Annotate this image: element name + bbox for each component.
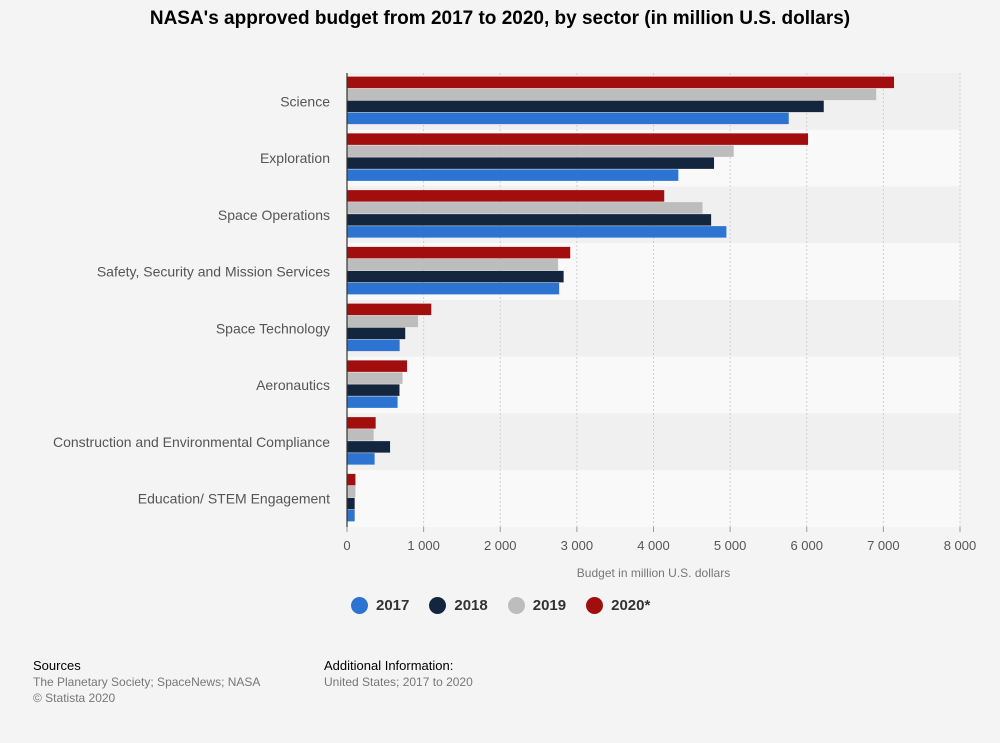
x-tick-label: 8 000 xyxy=(944,538,977,553)
bar-2019 xyxy=(347,315,419,328)
legend-swatch xyxy=(351,596,368,614)
x-axis-title: Budget in million U.S. dollars xyxy=(577,566,730,580)
bar-2018 xyxy=(347,497,355,510)
bar-2020 xyxy=(347,246,571,259)
legend-label: 2019 xyxy=(532,596,567,614)
bar-2020 xyxy=(347,303,432,316)
category-label: Science xyxy=(280,93,330,109)
category-label: Construction and Environmental Complianc… xyxy=(53,434,330,450)
bar-2019 xyxy=(347,485,356,498)
bar-2018 xyxy=(347,441,391,453)
legend-label: 2018 xyxy=(454,596,488,614)
category-label: Space Technology xyxy=(216,320,330,336)
bar-2018 xyxy=(347,157,715,169)
bar-2018 xyxy=(347,327,406,340)
bar-2018 xyxy=(347,384,400,396)
legend-item-2020[interactable]: 2020* xyxy=(586,596,651,614)
x-tick-label: 7 000 xyxy=(867,538,900,553)
bar-2017 xyxy=(347,169,679,181)
category-label: Aeronautics xyxy=(256,377,330,393)
category-band xyxy=(347,300,960,357)
bar-2018 xyxy=(347,270,564,283)
sources-block: Sources The Planetary Society; SpaceNews… xyxy=(33,658,260,706)
bar-2020 xyxy=(347,76,895,89)
sources-heading: Sources xyxy=(33,658,81,673)
bar-2017 xyxy=(347,112,789,125)
additional-info-text: United States; 2017 to 2020 xyxy=(324,675,473,689)
bar-2019 xyxy=(347,372,403,384)
bar-2020 xyxy=(347,190,665,202)
bar-2019 xyxy=(347,145,734,157)
chart-title: NASA's approved budget from 2017 to 2020… xyxy=(149,8,851,29)
bar-2019 xyxy=(347,258,559,271)
sources-text[interactable]: The Planetary Society; SpaceNews; NASA xyxy=(33,675,261,689)
bar-2019 xyxy=(347,88,877,101)
bar-2020 xyxy=(347,473,356,486)
bar-2019 xyxy=(347,429,374,441)
x-tick-label: 2 000 xyxy=(484,538,517,553)
bar-2017 xyxy=(347,282,560,295)
x-tick-label: 6 000 xyxy=(790,538,823,553)
legend-item-2018[interactable]: 2018 xyxy=(429,596,488,614)
bar-2019 xyxy=(347,202,703,214)
legend-swatch xyxy=(507,596,525,614)
bar-2018 xyxy=(347,100,824,113)
x-tick-label: 0 xyxy=(343,538,350,553)
x-tick-label: 5 000 xyxy=(714,538,747,553)
additional-info-heading: Additional Information: xyxy=(324,658,454,673)
legend-item-2017[interactable]: 2017 xyxy=(351,596,410,614)
legend-label: 2017 xyxy=(376,596,410,614)
bar-2020 xyxy=(347,417,376,429)
copyright-text[interactable]: © Statista 2020 xyxy=(33,691,116,705)
category-label: Space Operations xyxy=(218,207,330,223)
x-tick-label: 1 000 xyxy=(407,538,440,553)
legend-swatch xyxy=(429,596,447,614)
bar-2017 xyxy=(347,226,727,238)
legend: 2017 2018 2019 2020* xyxy=(351,594,670,616)
bar-2018 xyxy=(347,214,712,226)
bar-2020 xyxy=(347,360,408,372)
bar-2020 xyxy=(347,133,809,145)
x-tick-label: 4 000 xyxy=(637,538,670,553)
x-tick-label: 3 000 xyxy=(561,538,594,553)
bar-2017 xyxy=(347,339,400,352)
legend-item-2019[interactable]: 2019 xyxy=(507,596,567,614)
bar-2017 xyxy=(347,396,398,408)
category-label: Safety, Security and Mission Services xyxy=(97,264,330,280)
legend-swatch xyxy=(586,596,604,614)
bar-2017 xyxy=(347,453,375,465)
legend-label: 2020* xyxy=(611,596,651,614)
bar-chart: Science Exploration Space Operations Safety… xyxy=(53,73,977,580)
category-label: Exploration xyxy=(260,150,330,166)
additional-info-block: Additional Information: United States; 2… xyxy=(324,658,473,690)
category-label: Education/ STEM Engagement xyxy=(138,491,330,507)
bar-2017 xyxy=(347,509,355,522)
